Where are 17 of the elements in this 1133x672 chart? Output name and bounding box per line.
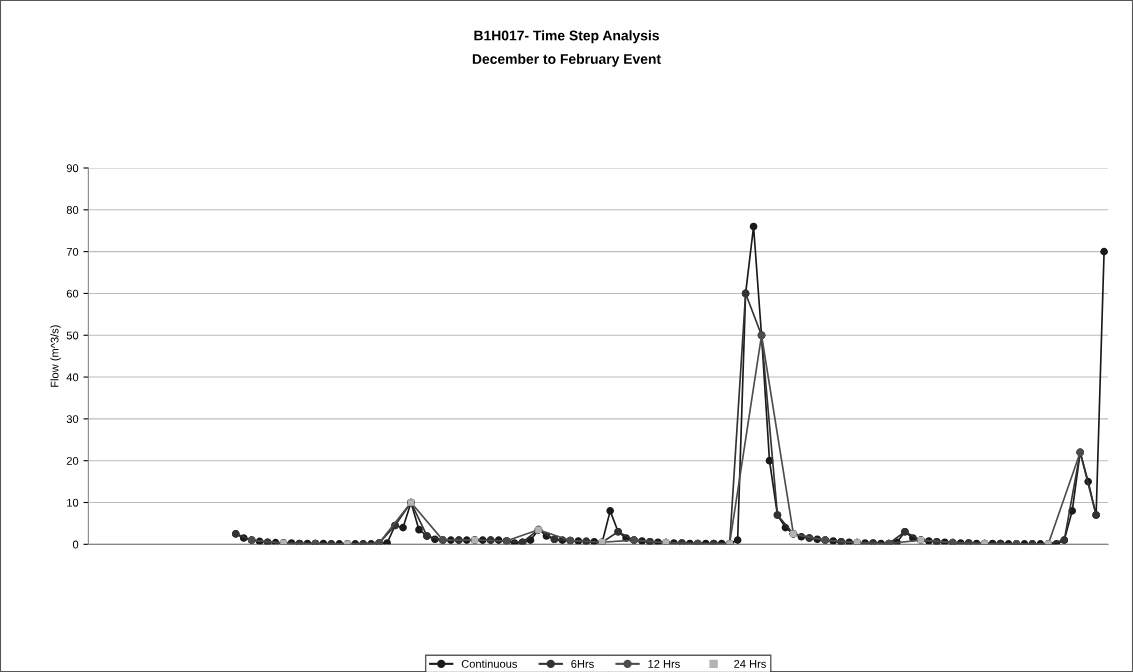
legend-label: 6Hrs [571, 659, 594, 668]
chart-subtitle: December to February Event [472, 53, 661, 67]
chart-title: B1H017- Time Step Analysis [474, 30, 659, 44]
y-axis-title: Flow (m^3/s) [50, 325, 61, 387]
legend-label: 12 Hrs [648, 659, 680, 668]
y-tick-label: 60 [66, 289, 79, 298]
legend-label: 24 Hrs [734, 659, 766, 668]
y-tick-label: 20 [66, 456, 79, 465]
y-tick-label: 40 [66, 373, 79, 382]
y-tick-label: 0 [72, 540, 79, 549]
y-tick-label: 10 [67, 498, 79, 507]
legend-label: Continuous [461, 659, 518, 668]
y-tick-label: 80 [66, 206, 79, 214]
y-tick-label: 70 [66, 247, 79, 256]
y-tick-label: 50 [66, 331, 79, 340]
y-tick-label: 30 [66, 415, 79, 424]
y-tick-label: 90 [66, 164, 79, 173]
